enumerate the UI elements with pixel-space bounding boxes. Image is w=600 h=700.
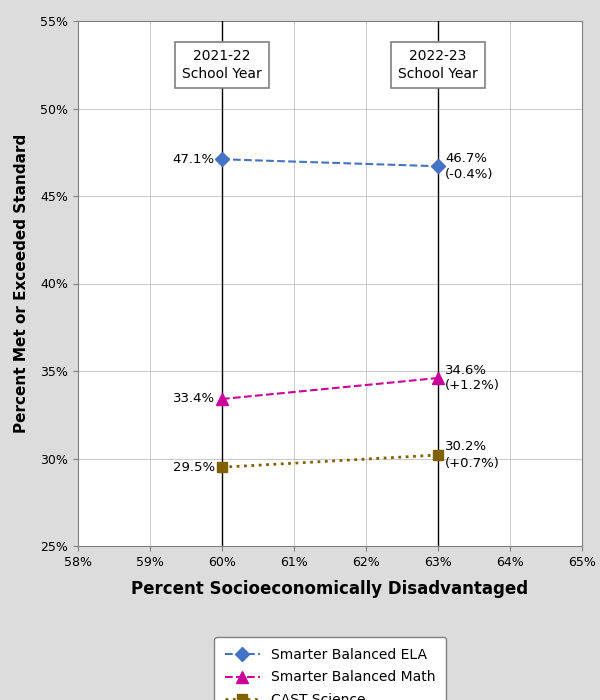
Text: 33.4%: 33.4%	[173, 393, 215, 405]
Text: 30.2%
(+0.7%): 30.2% (+0.7%)	[445, 440, 500, 470]
Text: 47.1%: 47.1%	[173, 153, 215, 166]
Text: 34.6%
(+1.2%): 34.6% (+1.2%)	[445, 363, 500, 393]
Y-axis label: Percent Met or Exceeded Standard: Percent Met or Exceeded Standard	[14, 134, 29, 433]
Legend: Smarter Balanced ELA, Smarter Balanced Math, CAST Science: Smarter Balanced ELA, Smarter Balanced M…	[214, 637, 446, 700]
X-axis label: Percent Socioeconomically Disadvantaged: Percent Socioeconomically Disadvantaged	[131, 580, 529, 598]
Text: 46.7%
(-0.4%): 46.7% (-0.4%)	[445, 152, 494, 181]
Text: 29.5%: 29.5%	[173, 461, 215, 474]
Text: 2022-23
School Year: 2022-23 School Year	[398, 48, 478, 81]
Text: 2021-22
School Year: 2021-22 School Year	[182, 48, 262, 81]
